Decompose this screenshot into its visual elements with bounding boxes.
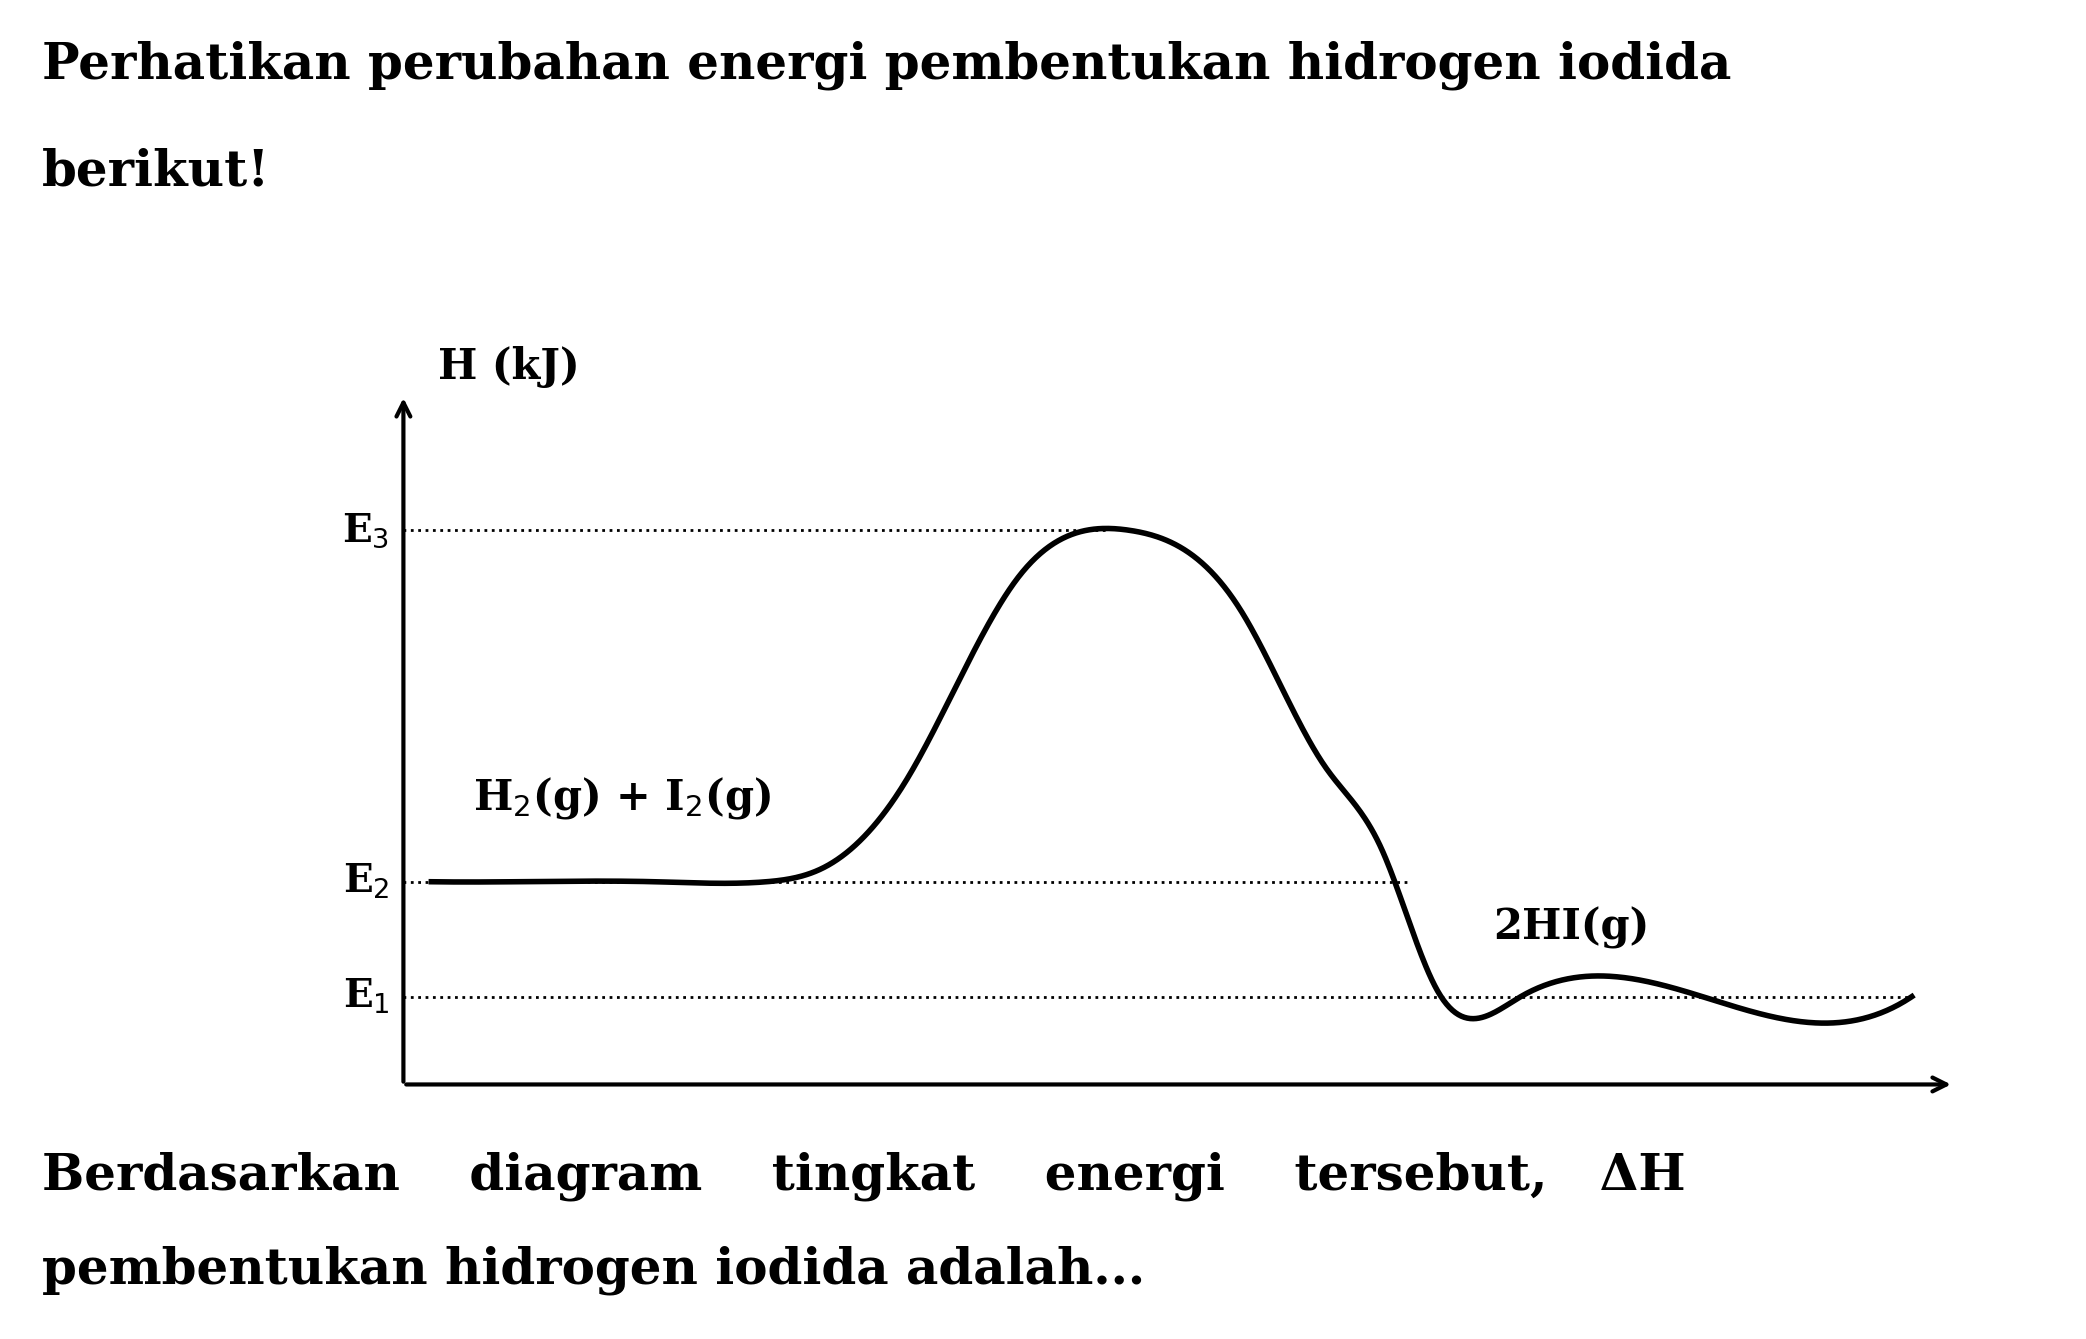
Text: H$_2$(g) + I$_2$(g): H$_2$(g) + I$_2$(g) bbox=[474, 775, 772, 821]
Text: 2HI(g): 2HI(g) bbox=[1494, 907, 1650, 949]
Text: Berdasarkan    diagram    tingkat    energi    tersebut,   ΔH: Berdasarkan diagram tingkat energi terse… bbox=[42, 1152, 1685, 1201]
Text: H (kJ): H (kJ) bbox=[438, 347, 580, 388]
Text: pembentukan hidrogen iodida adalah...: pembentukan hidrogen iodida adalah... bbox=[42, 1245, 1145, 1295]
Text: E$_3$: E$_3$ bbox=[342, 511, 390, 549]
Text: Perhatikan perubahan energi pembentukan hidrogen iodida: Perhatikan perubahan energi pembentukan … bbox=[42, 40, 1731, 90]
Text: E$_1$: E$_1$ bbox=[342, 977, 390, 1016]
Text: E$_2$: E$_2$ bbox=[342, 862, 390, 901]
Text: berikut!: berikut! bbox=[42, 147, 269, 197]
